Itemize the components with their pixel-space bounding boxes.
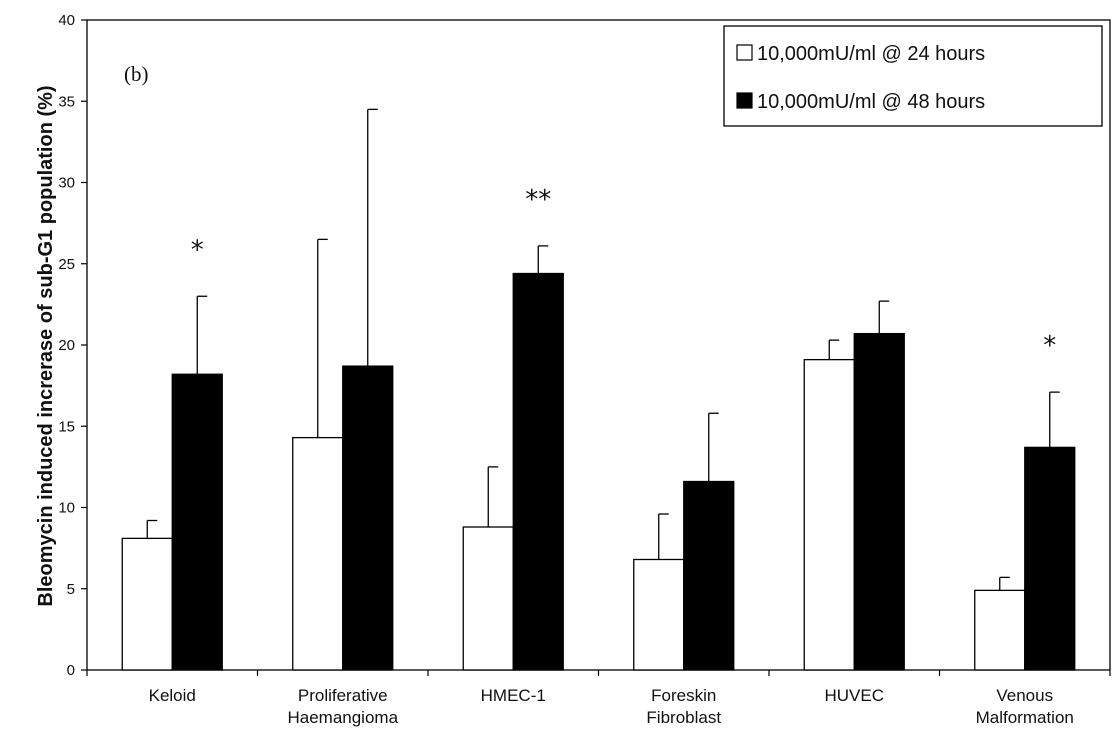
bar — [803, 358, 855, 671]
bar — [974, 589, 1026, 671]
x-category-label: Malformation — [976, 708, 1074, 727]
bar — [1024, 446, 1076, 671]
panel-label: (b) — [124, 62, 149, 86]
y-tick-label: 0 — [67, 662, 75, 679]
bar — [512, 272, 564, 671]
bar — [342, 365, 394, 671]
significance-marker: ** — [525, 185, 551, 215]
y-tick-label: 35 — [58, 93, 75, 110]
y-tick-label: 5 — [67, 581, 75, 598]
axes: 0 5 10 15 20 25 30 35 40 Keloid Proliferative Haema… — [58, 12, 1111, 727]
bar — [121, 537, 173, 671]
legend-label-48h: 10,000mU/ml @ 48 hours — [757, 91, 985, 113]
x-category-label: Keloid — [149, 686, 196, 705]
legend: 10,000mU/ml @ 24 hours 10,000mU/ml @ 48 … — [723, 25, 1103, 127]
bar — [683, 480, 735, 671]
bars: **** — [121, 108, 1076, 671]
legend-swatch-48h — [736, 92, 753, 109]
legend-swatch-24h — [736, 44, 753, 61]
y-tick-label: 15 — [58, 418, 75, 435]
x-category-label: Fibroblast — [646, 708, 721, 727]
y-tick-label: 40 — [58, 12, 75, 29]
bar — [462, 526, 514, 671]
x-category-label: Haemangioma — [287, 708, 398, 727]
bar — [171, 373, 223, 671]
x-category-label: Venous — [996, 686, 1053, 705]
bar — [292, 436, 344, 671]
x-category-label: HUVEC — [824, 686, 884, 705]
y-tick-label: 25 — [58, 256, 75, 273]
y-tick-label: 10 — [58, 500, 75, 517]
y-axis-label: Bleomycin induced increrase of sub-G1 po… — [35, 85, 57, 606]
legend-box — [723, 25, 1103, 127]
bar — [853, 332, 905, 671]
bar — [633, 558, 685, 671]
x-category-label: HMEC-1 — [481, 686, 546, 705]
significance-marker: * — [191, 235, 204, 265]
significance-marker: * — [1043, 331, 1056, 361]
y-tick-label: 30 — [58, 175, 75, 192]
x-category-label: Proliferative — [298, 686, 388, 705]
x-category-label: Foreskin — [651, 686, 716, 705]
legend-label-24h: 10,000mU/ml @ 24 hours — [757, 43, 985, 65]
y-tick-label: 20 — [58, 337, 75, 354]
